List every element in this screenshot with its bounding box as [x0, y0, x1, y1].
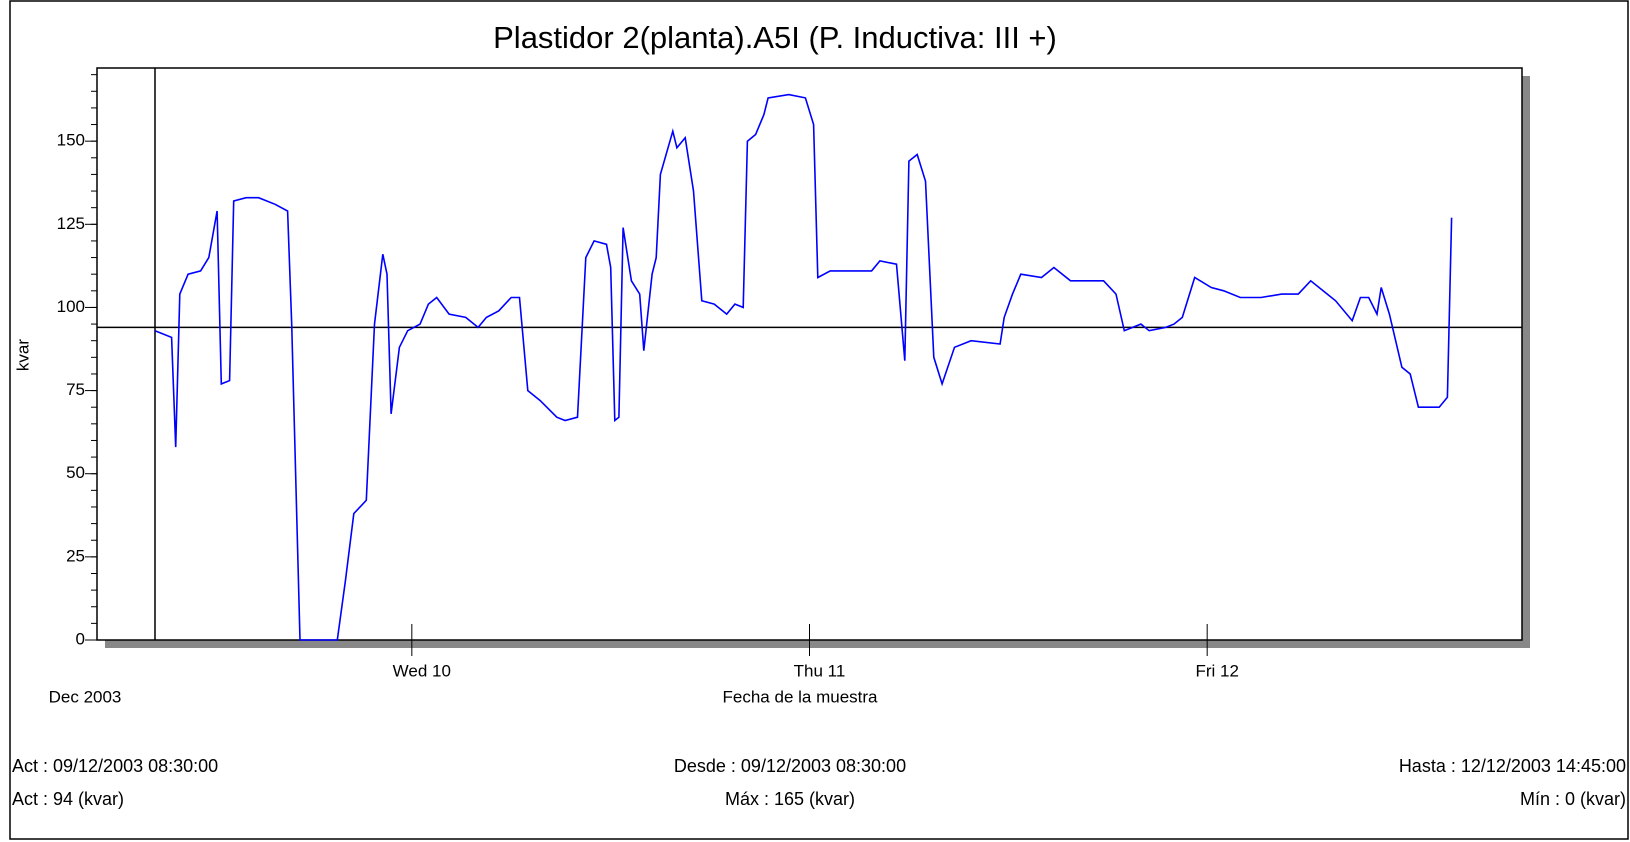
data-line	[154, 93, 1453, 641]
y-tick-label: 0	[76, 629, 85, 648]
y-tick-label: 75	[66, 380, 85, 399]
y-tick-label: 150	[57, 131, 85, 150]
footer-center: Desde : 09/12/2003 08:30:00	[674, 756, 906, 776]
x-period-label: Dec 2003	[49, 687, 122, 706]
y-tick-label: 50	[66, 463, 85, 482]
x-tick-label: Wed 10	[393, 661, 451, 680]
footer-right: Mín : 0 (kvar)	[1520, 789, 1626, 809]
footer-left: Act : 09/12/2003 08:30:00	[12, 756, 218, 776]
footer-right: Hasta : 12/12/2003 14:45:00	[1399, 756, 1626, 776]
x-axis-label: Fecha de la muestra	[723, 687, 879, 706]
y-tick-label: 25	[66, 546, 85, 565]
x-tick-label: Fri 12	[1195, 661, 1238, 680]
footer-left: Act : 94 (kvar)	[12, 789, 124, 809]
plot-area	[96, 67, 1523, 641]
chart-title: Plastidor 2(planta).A5I (P. Inductiva: I…	[493, 20, 1057, 55]
y-tick-label: 125	[57, 214, 85, 233]
footer-center: Máx : 165 (kvar)	[725, 789, 855, 809]
y-axis-label: kvar	[13, 339, 32, 371]
x-tick-label: Thu 11	[794, 661, 846, 680]
y-tick-label: 100	[57, 297, 85, 316]
